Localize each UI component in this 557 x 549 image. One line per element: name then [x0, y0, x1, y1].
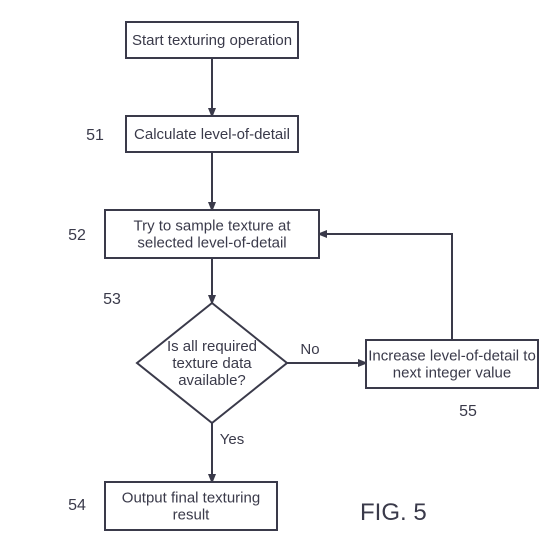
edge-label: No	[300, 341, 319, 358]
ref-label-54: 54	[68, 497, 86, 514]
node-text: Output final texturing	[122, 490, 260, 507]
node-text: Start texturing operation	[132, 32, 292, 49]
node-text: Is all required	[167, 338, 257, 355]
node-text: Calculate level-of-detail	[134, 126, 290, 143]
edge-label: Yes	[220, 431, 244, 448]
figure-label: FIG. 5	[360, 499, 427, 526]
node-text: selected level-of-detail	[137, 235, 286, 252]
ref-label-55: 55	[459, 403, 477, 420]
node-output: Output final texturingresult 54	[68, 482, 277, 530]
node-text: next integer value	[393, 365, 511, 382]
ref-label-52: 52	[68, 227, 86, 244]
ref-label-51: 51	[86, 127, 104, 144]
node-text: Try to sample texture at	[133, 218, 291, 235]
node-calc: Calculate level-of-detail 51	[86, 116, 298, 152]
node-sample: Try to sample texture atselected level-o…	[68, 210, 319, 258]
edge-5	[319, 234, 452, 340]
node-decision: Is all requiredtexture dataavailable? 53	[103, 291, 287, 423]
node-text: texture data	[172, 355, 252, 372]
node-increase: Increase level-of-detail tonext integer …	[366, 340, 538, 420]
node-text: result	[173, 507, 211, 524]
node-start: Start texturing operation	[126, 22, 298, 58]
node-text: available?	[178, 372, 246, 389]
ref-label-53: 53	[103, 291, 121, 308]
node-text: Increase level-of-detail to	[368, 348, 536, 365]
